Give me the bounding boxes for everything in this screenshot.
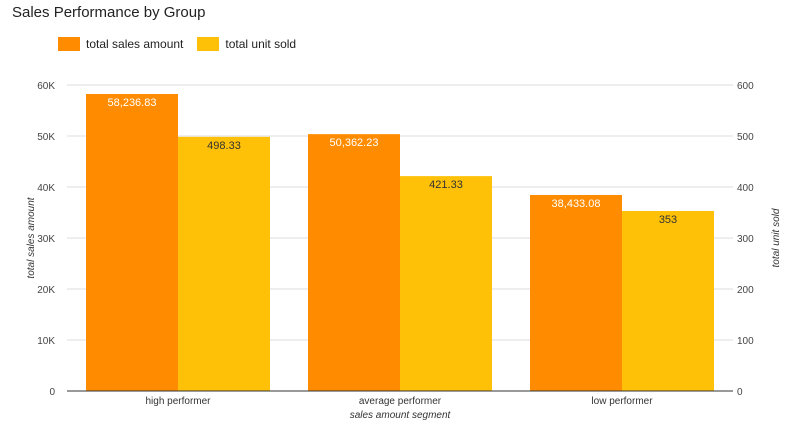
y-right-tick-label: 600 bbox=[737, 81, 754, 92]
bar-total-sales-amount bbox=[308, 134, 400, 391]
y-left-tick-label: 30K bbox=[37, 234, 55, 245]
x-tick-label: average performer bbox=[359, 396, 442, 407]
data-label-total-unit-sold: 498.33 bbox=[207, 140, 241, 152]
chart-title: Sales Performance by Group bbox=[12, 4, 206, 21]
y-right-tick-label: 400 bbox=[737, 183, 754, 194]
y-left-tick-label: 20K bbox=[37, 285, 55, 296]
data-label-total-unit-sold: 353 bbox=[659, 214, 677, 226]
data-label-total-sales-amount: 50,362.23 bbox=[330, 137, 379, 149]
legend-label-total-sales-amount: total sales amount bbox=[86, 37, 184, 51]
x-tick-label: high performer bbox=[145, 396, 211, 407]
data-label-total-sales-amount: 38,433.08 bbox=[552, 198, 601, 210]
y-right-tick-label: 0 bbox=[737, 387, 743, 398]
data-label-total-unit-sold: 421.33 bbox=[429, 179, 463, 191]
data-label-total-sales-amount: 58,236.83 bbox=[108, 97, 157, 109]
legend-swatch-total-sales-amount bbox=[58, 37, 80, 51]
legend-item-total-unit-sold[interactable]: total unit sold bbox=[197, 37, 296, 51]
y-right-tick-label: 500 bbox=[737, 132, 754, 143]
bar-total-sales-amount bbox=[530, 194, 622, 391]
legend: total sales amount total unit sold bbox=[58, 37, 310, 51]
y-right-tick-label: 300 bbox=[737, 234, 754, 245]
y-left-tick-label: 60K bbox=[37, 81, 55, 92]
x-axis-title: sales amount segment bbox=[350, 410, 452, 421]
x-tick-label: low performer bbox=[591, 396, 653, 407]
bar-total-sales-amount bbox=[86, 93, 178, 392]
bar-total-unit-sold bbox=[400, 176, 492, 391]
legend-swatch-total-unit-sold bbox=[197, 37, 220, 51]
y-left-tick-label: 0 bbox=[49, 387, 55, 398]
bar-total-unit-sold bbox=[622, 210, 714, 391]
y-right-axis-title: total unit sold bbox=[771, 208, 782, 267]
legend-label-total-unit-sold: total unit sold bbox=[225, 37, 297, 51]
bar-total-unit-sold bbox=[178, 136, 270, 391]
y-left-tick-label: 40K bbox=[37, 183, 55, 194]
y-right-tick-label: 200 bbox=[737, 285, 754, 296]
y-left-tick-label: 50K bbox=[37, 132, 55, 143]
legend-item-total-sales-amount[interactable]: total sales amount bbox=[58, 37, 183, 51]
y-left-axis-title: total sales amount bbox=[26, 196, 37, 278]
y-left-tick-label: 10K bbox=[37, 336, 55, 347]
y-right-tick-label: 100 bbox=[737, 336, 754, 347]
